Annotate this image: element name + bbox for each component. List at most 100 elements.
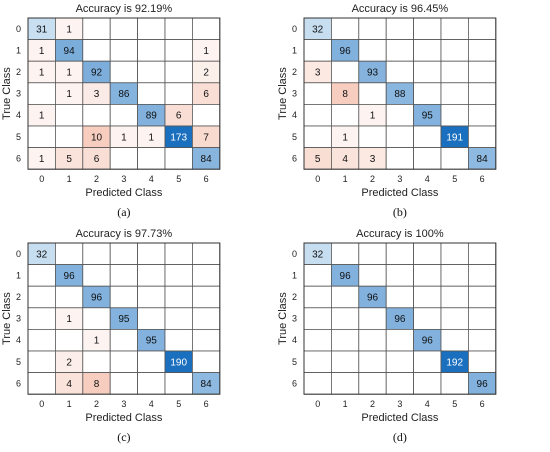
cell-value: 190 [170, 357, 187, 368]
x-axis-label: Predicted Class [85, 187, 163, 199]
y-tick-label: 6 [292, 378, 297, 388]
matrix-cell [137, 264, 166, 287]
x-tick-label: 0 [315, 399, 320, 409]
chart-title: Accuracy is 100% [356, 228, 444, 240]
matrix-border [303, 242, 497, 395]
matrix-cell [82, 307, 111, 330]
matrix-cell [413, 242, 442, 266]
x-tick-label: 5 [452, 399, 457, 409]
cell-value: 96 [340, 271, 352, 282]
matrix-cell [109, 104, 138, 127]
matrix-cell [330, 242, 360, 266]
matrix-cell [440, 104, 469, 127]
y-tick-label: 6 [16, 378, 21, 388]
matrix-cell [164, 372, 193, 395]
matrix-cell [413, 372, 442, 395]
matrix-cell [27, 372, 56, 395]
matrix-cell [55, 104, 84, 127]
matrix-cell [330, 307, 360, 330]
matrix-border [27, 17, 221, 170]
matrix-cell [413, 82, 442, 105]
matrix-cell [467, 285, 497, 309]
cell-value: 1 [66, 314, 72, 325]
matrix-cell [137, 147, 166, 170]
x-tick-label: 5 [176, 174, 181, 184]
x-tick-label: 3 [397, 174, 402, 184]
matrix-cell [440, 82, 469, 105]
cell-value: 173 [170, 132, 187, 143]
cell-value: 1 [342, 132, 348, 143]
matrix-cell [413, 307, 442, 330]
y-tick-label: 6 [16, 153, 21, 163]
panel-caption: (c) [117, 430, 130, 444]
matrix-cell [164, 147, 193, 170]
matrix-cell [82, 350, 111, 374]
y-axis-label: True Class [1, 67, 13, 120]
cell-value: 3 [315, 68, 321, 79]
matrix-cell [413, 285, 442, 309]
cell-value: 6 [203, 89, 209, 100]
matrix-cell [440, 147, 469, 170]
matrix-cell [330, 350, 360, 374]
matrix-cell [303, 104, 332, 127]
cell-value: 92 [91, 68, 103, 79]
cell-value: 96 [91, 293, 103, 304]
matrix-cell [82, 264, 111, 287]
matrix-cell [164, 264, 193, 287]
cell-value: 7 [203, 132, 209, 143]
matrix-cell [385, 285, 415, 309]
cell-value: 1 [39, 68, 45, 79]
matrix-cell [358, 264, 387, 287]
matrix-cell [467, 82, 497, 105]
y-tick-label: 3 [16, 314, 21, 324]
x-tick-label: 1 [343, 399, 348, 409]
cell-value: 96 [477, 379, 489, 390]
cell-value: 95 [422, 111, 434, 122]
cell-value: 10 [91, 132, 103, 143]
matrix-cell [137, 39, 166, 62]
matrix-cell [358, 307, 387, 330]
x-tick-label: 3 [121, 399, 126, 409]
cell-value: 95 [146, 336, 158, 347]
x-tick-label: 2 [94, 399, 99, 409]
matrix-cell [385, 104, 415, 127]
y-tick-label: 5 [292, 132, 297, 142]
y-tick-label: 5 [16, 357, 21, 367]
matrix-cell [385, 60, 415, 84]
matrix-cell [303, 372, 332, 395]
matrix-cell [137, 307, 166, 330]
cell-value: 96 [422, 336, 434, 347]
matrix-cell [330, 104, 360, 127]
matrix-cell [137, 242, 166, 266]
matrix-cell [137, 350, 166, 374]
matrix-cell [358, 17, 387, 41]
y-tick-label: 0 [16, 24, 21, 34]
cell-value: 1 [39, 154, 45, 165]
x-tick-label: 1 [343, 174, 348, 184]
x-tick-label: 0 [39, 174, 44, 184]
matrix-cell [27, 264, 56, 287]
cell-value: 1 [121, 132, 127, 143]
matrix-cell [413, 350, 442, 374]
matrix-cell [385, 125, 415, 149]
x-tick-label: 4 [149, 399, 154, 409]
y-tick-label: 4 [16, 335, 21, 345]
cell-value: 96 [394, 314, 406, 325]
chart-title: Accuracy is 96.45% [352, 3, 449, 15]
x-tick-label: 3 [121, 174, 126, 184]
matrix-cell [303, 82, 332, 105]
y-tick-label: 4 [292, 110, 297, 120]
matrix-cell [440, 372, 469, 395]
matrix-cell [164, 307, 193, 330]
cell-value: 1 [39, 46, 45, 57]
matrix-cell [164, 39, 193, 62]
cell-value: 6 [176, 111, 182, 122]
cell-value: 3 [370, 154, 376, 165]
cell-value: 32 [36, 249, 48, 260]
x-tick-label: 4 [149, 174, 154, 184]
y-tick-label: 1 [16, 45, 21, 55]
matrix-cell [467, 39, 497, 62]
